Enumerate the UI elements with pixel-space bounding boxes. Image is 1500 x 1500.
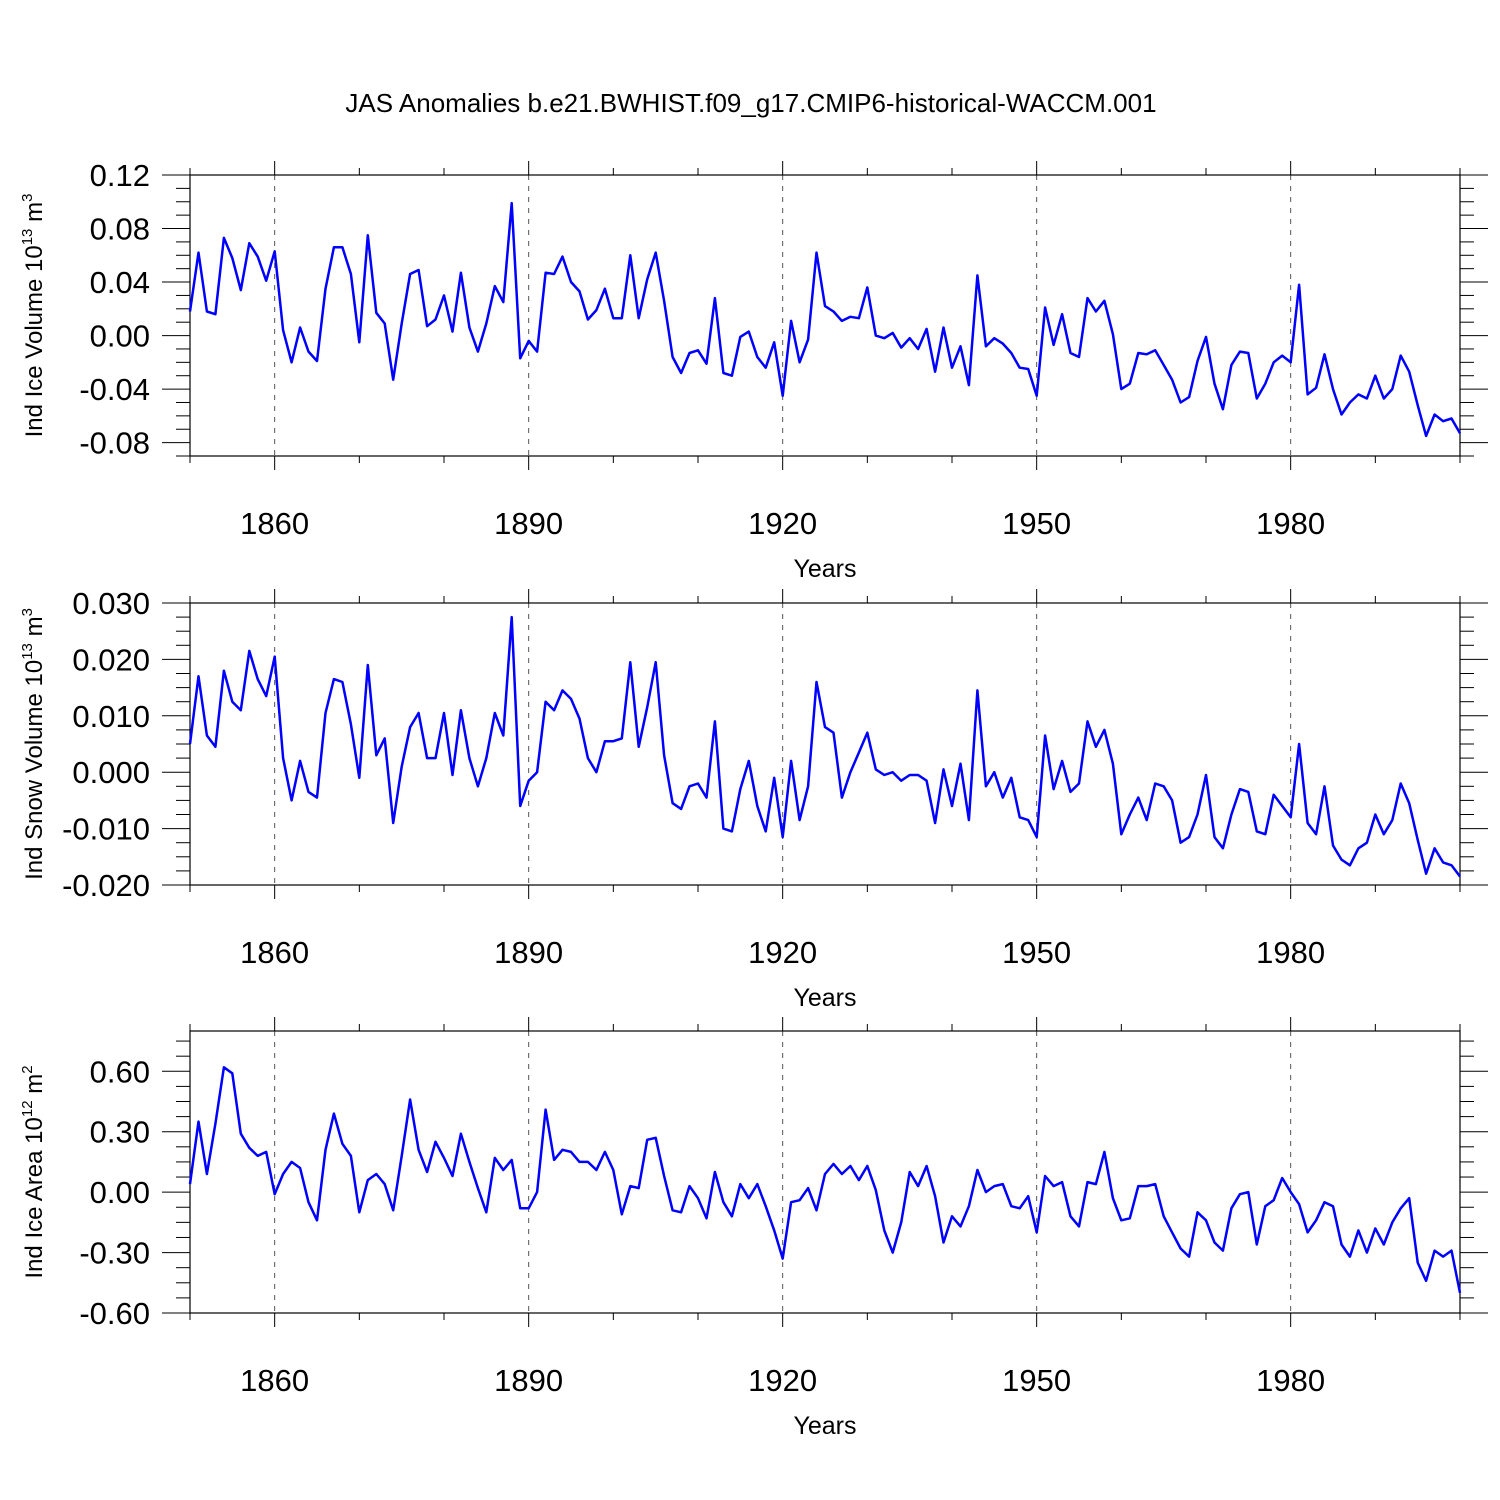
y-tick-label: 0.08 [90, 212, 150, 247]
panel-1: 1860 1890 1920 1950 1980 -0.08 -0.04 0.00 0.04 0.… [19, 158, 1488, 583]
y-tick-label: -0.60 [79, 1296, 150, 1331]
y-tick-label: -0.020 [62, 868, 150, 903]
y-tick-label: 0.020 [72, 642, 150, 677]
y-axis-label: Ind Ice Area 1012 m2 [19, 1065, 48, 1278]
x-tick-label: 1950 [1002, 506, 1071, 541]
y-tick-label: 0.30 [90, 1115, 150, 1150]
x-tick-label: 1860 [240, 1363, 309, 1398]
x-tick-label: 1890 [494, 506, 563, 541]
series-line [188, 1066, 1462, 1294]
y-tick-label: -0.08 [79, 426, 150, 461]
y-tick-label: 0.000 [72, 755, 150, 790]
x-tick-label: 1890 [494, 1363, 563, 1398]
y-tick-label: 0.00 [90, 1175, 150, 1210]
y-tick-label: 0.010 [72, 699, 150, 734]
plot-frame [189, 1030, 1461, 1314]
y-axis-label: Ind Ice Volume 1013 m3 [19, 194, 48, 438]
panel-2: 1860 1890 1920 1950 1980 -0.020 -0.010 0.000 0.0… [19, 586, 1488, 1012]
x-tick-label: 1950 [1002, 1363, 1071, 1398]
x-tick-label: 1920 [748, 935, 817, 970]
y-tick-label: -0.30 [79, 1236, 150, 1271]
panels: 1860 1890 1920 1950 1980 -0.08 -0.04 0.00 0.04 0.… [19, 158, 1488, 1440]
x-tick-label: 1980 [1256, 1363, 1325, 1398]
y-tick-label: 0.030 [72, 586, 150, 621]
y-tick-label: 0.12 [90, 158, 150, 193]
x-tick-label: 1890 [494, 935, 563, 970]
series-line [188, 615, 1461, 878]
x-tick-label: 1860 [240, 506, 309, 541]
x-axis-label: Years [793, 555, 856, 583]
plot-frame [189, 602, 1461, 886]
x-tick-label: 1920 [748, 1363, 817, 1398]
y-tick-label: -0.010 [62, 812, 150, 847]
y-tick-label: 0.00 [90, 319, 150, 354]
figure-title: JAS Anomalies b.e21.BWHIST.f09_g17.CMIP6… [345, 88, 1156, 118]
y-axis-label: Ind Snow Volume 1013 m3 [19, 608, 48, 880]
x-tick-label: 1920 [748, 506, 817, 541]
x-axis-label: Years [793, 1412, 856, 1440]
x-tick-label: 1950 [1002, 935, 1071, 970]
series-line [188, 201, 1462, 438]
y-tick-label: 0.60 [90, 1054, 150, 1089]
y-tick-label: 0.04 [90, 265, 150, 300]
x-tick-label: 1980 [1256, 506, 1325, 541]
panel-3: 1860 1890 1920 1950 1980 -0.60 -0.30 0.00 0.30 0.… [19, 1017, 1488, 1440]
plot-frame [189, 174, 1461, 457]
x-axis-label: Years [793, 984, 856, 1012]
x-tick-label: 1980 [1256, 935, 1325, 970]
y-tick-label: -0.04 [79, 372, 150, 407]
x-tick-label: 1860 [240, 935, 309, 970]
